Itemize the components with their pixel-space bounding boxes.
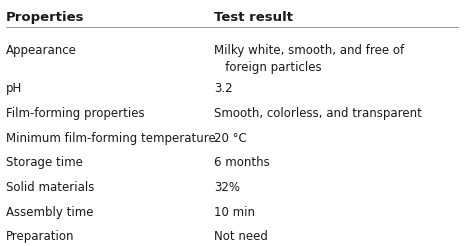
Text: Milky white, smooth, and free of
   foreign particles: Milky white, smooth, and free of foreign… <box>214 44 404 74</box>
Text: 10 min: 10 min <box>214 206 255 219</box>
Text: 6 months: 6 months <box>214 156 270 169</box>
Text: Not need: Not need <box>214 231 268 244</box>
Text: Properties: Properties <box>6 11 84 24</box>
Text: Assembly time: Assembly time <box>6 206 93 219</box>
Text: pH: pH <box>6 82 22 95</box>
Text: 32%: 32% <box>214 181 240 194</box>
Text: Film-forming properties: Film-forming properties <box>6 107 145 120</box>
Text: Solid materials: Solid materials <box>6 181 94 194</box>
Text: Minimum film-forming temperature: Minimum film-forming temperature <box>6 132 216 145</box>
Text: Appearance: Appearance <box>6 44 77 57</box>
Text: Smooth, colorless, and transparent: Smooth, colorless, and transparent <box>214 107 422 120</box>
Text: Storage time: Storage time <box>6 156 83 169</box>
Text: Preparation: Preparation <box>6 231 74 244</box>
Text: 3.2: 3.2 <box>214 82 232 95</box>
Text: Test result: Test result <box>214 11 293 24</box>
Text: 20 °C: 20 °C <box>214 132 246 145</box>
